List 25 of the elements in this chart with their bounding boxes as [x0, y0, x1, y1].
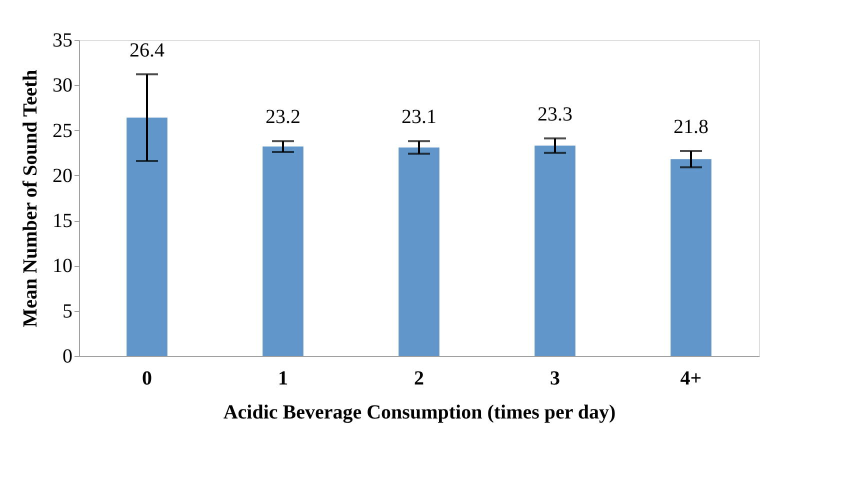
- y-tick-label: 15: [52, 210, 72, 232]
- y-tick-label: 30: [52, 74, 72, 97]
- data-label: 23.1: [402, 106, 436, 128]
- data-label: 26.4: [130, 39, 164, 62]
- y-tick-label: 10: [52, 255, 72, 278]
- data-label: 21.8: [674, 116, 708, 138]
- y-tick-label: 35: [52, 30, 72, 52]
- y-tick-label: 5: [62, 300, 72, 322]
- y-tick-label: 20: [52, 164, 72, 187]
- bar: [534, 146, 576, 356]
- bar: [670, 159, 712, 356]
- x-tick-label: 0: [142, 368, 152, 390]
- x-tick-label: 3: [550, 368, 560, 390]
- bar: [126, 118, 168, 356]
- y-tick-label: 0: [62, 346, 72, 368]
- y-tick-label: 25: [52, 120, 72, 142]
- x-tick-label: 1: [278, 368, 288, 390]
- data-label: 23.3: [538, 103, 572, 126]
- data-label: 23.2: [266, 106, 300, 128]
- x-axis-title: Acidic Beverage Consumption (times per day): [223, 402, 616, 424]
- bar: [398, 147, 440, 356]
- bar: [262, 146, 304, 356]
- x-tick-label: 2: [414, 368, 424, 390]
- y-axis-title: Mean Number of Sound Teeth: [20, 70, 42, 328]
- x-tick-label: 4+: [680, 368, 702, 390]
